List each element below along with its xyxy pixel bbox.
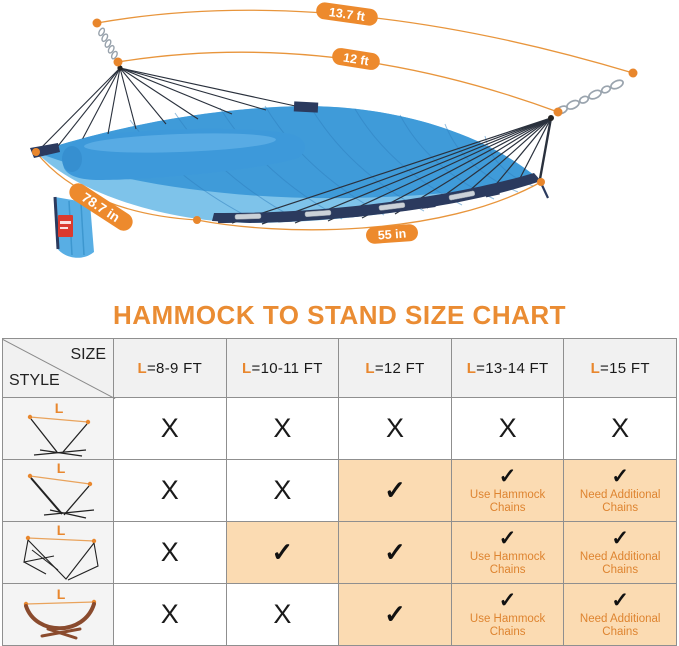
hammock-illustration: 13.7 ft 12 ft 78.7 in 55 in xyxy=(30,2,638,258)
cell-r3c4: ✓ Use Hammock Chains xyxy=(451,522,564,583)
svg-text:L: L xyxy=(55,400,64,416)
right-rope-knot xyxy=(548,115,554,121)
svg-text:L: L xyxy=(57,462,66,476)
style-header-label: STYLE xyxy=(9,372,60,389)
cell-r3c3: ✓ xyxy=(339,522,451,583)
col-header-12ft: L=12 FT xyxy=(339,339,451,397)
cell-r1c5: X xyxy=(564,398,676,459)
dim-pill-12ft: 12 ft xyxy=(332,48,380,70)
stand-style-3-icon: L xyxy=(3,522,113,583)
pocket-trim xyxy=(53,196,60,250)
dim-pill-55in: 55 in xyxy=(366,224,418,244)
stand-style-2-icon: L xyxy=(3,460,113,521)
cell-r3c1: X xyxy=(114,522,226,583)
left-rope-knot xyxy=(117,65,123,71)
cell-r2c3: ✓ xyxy=(339,460,451,521)
left-chain xyxy=(98,27,118,60)
cell-r4c2: X xyxy=(226,584,339,645)
svg-text:L: L xyxy=(57,586,66,602)
size-header-label: SIZE xyxy=(70,346,106,363)
cell-r3c2: ✓ xyxy=(226,522,339,583)
col-header-10-11ft: L=10-11 FT xyxy=(226,339,339,397)
dim-13-7ft-label: 13.7 ft xyxy=(328,5,367,24)
dim-pill-13-7ft: 13.7 ft xyxy=(316,2,378,26)
cell-r4c5: ✓ Need Additional Chains xyxy=(564,584,676,645)
cell-r2c2: X xyxy=(226,460,339,521)
right-rope-fan xyxy=(231,117,553,225)
svg-text:L: L xyxy=(57,524,66,538)
pillow-end-cap xyxy=(62,146,82,172)
stand-style-4-icon: L xyxy=(3,584,113,645)
left-rope-fan xyxy=(37,67,301,152)
cell-r1c1: X xyxy=(114,398,226,459)
side-pocket xyxy=(55,197,94,258)
col-header-8-9ft: L=8-9 FT xyxy=(114,339,226,397)
cell-r3c5: ✓ Need Additional Chains xyxy=(564,522,676,583)
cell-r2c1: X xyxy=(114,460,226,521)
dim-55in-label: 55 in xyxy=(377,227,406,243)
foot-bar-wraps xyxy=(217,185,500,224)
page-title: HAMMOCK TO STAND SIZE CHART xyxy=(112,300,567,330)
col-header-13-14ft: L=13-14 FT xyxy=(451,339,564,397)
brand-tag xyxy=(58,215,73,237)
dim-12ft-label: 12 ft xyxy=(342,51,370,69)
cell-r4c1: X xyxy=(114,584,226,645)
dimension-dots xyxy=(32,18,638,224)
brand-tag-logo xyxy=(60,221,71,229)
size-chart-table: SIZE STYLE L=8-9 FT L=10-11 FT L=12 FT L… xyxy=(2,338,677,646)
head-bar-wrap-right xyxy=(293,101,319,113)
cell-r1c2: X xyxy=(226,398,339,459)
cell-r1c3: X xyxy=(339,398,451,459)
corner-header-cell: SIZE STYLE xyxy=(2,339,116,400)
cell-r4c4: ✓ Use Hammock Chains xyxy=(451,584,564,645)
cell-r4c3: ✓ xyxy=(339,584,451,645)
pillow-highlight xyxy=(84,133,276,153)
col-header-15ft: L=15 FT xyxy=(564,339,676,397)
stand-style-1-icon: L xyxy=(3,398,113,459)
cell-r2c5: ✓ Need Additional Chains xyxy=(564,460,676,521)
foot-bar-segments xyxy=(234,190,476,220)
cell-r2c4: ✓ Use Hammock Chains xyxy=(451,460,564,521)
right-chain xyxy=(555,79,624,115)
cell-r1c4: X xyxy=(451,398,564,459)
